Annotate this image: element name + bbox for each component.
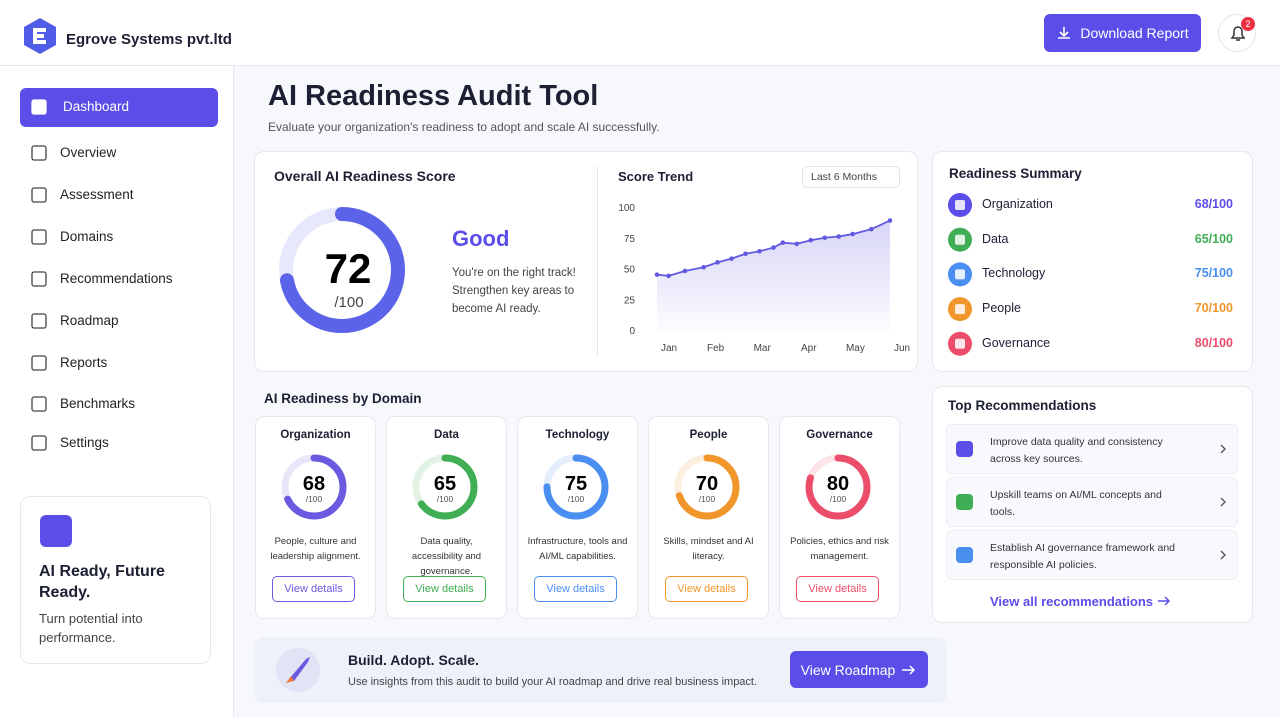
domain-button[interactable]: View details xyxy=(403,576,486,602)
promo-icon xyxy=(40,515,72,547)
page-subtitle: Evaluate your organization's readiness t… xyxy=(268,120,660,134)
rocket-icon xyxy=(276,648,320,692)
divider xyxy=(597,166,598,356)
bell-icon xyxy=(1230,26,1246,41)
nav-item[interactable]: Domains xyxy=(60,229,114,244)
promo-title: AI Ready, Future Ready. xyxy=(39,563,165,601)
summary-score: 65/100 xyxy=(1194,231,1233,246)
nav-item[interactable]: Overview xyxy=(60,145,117,160)
roadmap-button[interactable]: View Roadmap xyxy=(790,651,928,688)
rec-text: Establish AI governance framework and re… xyxy=(990,542,1176,571)
summary-name: Organization xyxy=(982,197,1053,211)
summary-title: Readiness Summary xyxy=(949,166,1082,181)
summary-score: 68/100 xyxy=(1194,197,1233,211)
summary-name: Governance xyxy=(982,335,1051,350)
domain-name: Governance xyxy=(806,429,873,441)
rec-text: Improve data quality and consistency acr… xyxy=(990,436,1163,465)
summary-score: 70/100 xyxy=(1194,301,1233,316)
logo xyxy=(24,18,56,54)
domain-name: Technology xyxy=(545,429,610,441)
summary-card xyxy=(932,151,1253,372)
trend-filter[interactable]: Last 6 Months xyxy=(802,166,900,188)
banner-text: Use insights from this audit to build yo… xyxy=(348,676,758,688)
summary-score: 80/100 xyxy=(1194,335,1233,350)
summary-name: Technology xyxy=(982,266,1046,281)
roadmap-label: View Roadmap xyxy=(800,661,896,678)
score-rating: Good xyxy=(452,226,510,251)
download-button[interactable]: Download Report xyxy=(1044,14,1201,52)
brand: Egrove Systems pvt.ltd xyxy=(66,31,232,48)
promo-text: Turn potential into performance. xyxy=(39,611,143,645)
banner-title: Build. Adopt. Scale. xyxy=(348,652,479,668)
domains-title: AI Readiness by Domain xyxy=(264,391,422,406)
nav-item[interactable]: Assessment xyxy=(60,187,134,202)
domain-name: People xyxy=(689,429,728,441)
nav-item[interactable]: Recommendations xyxy=(60,271,173,286)
domain-button[interactable]: View details xyxy=(534,576,617,602)
domain-name: Data xyxy=(434,429,459,441)
recs-link-text: View all recommendations xyxy=(990,594,1154,609)
nav-item[interactable]: Settings xyxy=(60,435,109,450)
download-label: Download Report xyxy=(1080,25,1189,41)
notification-button[interactable]: 2 xyxy=(1218,14,1256,52)
recs-title: Top Recommendations xyxy=(948,398,1097,413)
summary-score: 75/100 xyxy=(1194,266,1233,281)
recs-link[interactable]: View all recommendations xyxy=(990,594,1171,609)
nav-item[interactable]: Reports xyxy=(60,355,108,370)
domain-name: Organization xyxy=(280,429,351,441)
nav-item[interactable]: Dashboard xyxy=(63,99,130,114)
domain-text: People, culture and leadership alignment… xyxy=(270,536,361,562)
arrow-icon xyxy=(902,664,916,675)
rec-text: Upskill teams on AI/ML concepts and tool… xyxy=(990,489,1162,518)
domain-text: Infrastructure, tools and AI/ML capabili… xyxy=(527,536,628,562)
domain-button[interactable]: View details xyxy=(796,576,879,602)
domain-button[interactable]: View details xyxy=(665,576,748,602)
rec-item[interactable] xyxy=(946,424,1238,474)
nav-item[interactable]: Roadmap xyxy=(60,313,119,328)
download-icon xyxy=(1058,27,1071,39)
nav-item[interactable]: Benchmarks xyxy=(60,396,136,411)
summary-name: People xyxy=(982,301,1021,316)
notification-badge: 2 xyxy=(1241,17,1255,31)
domain-text: Policies, ethics and risk management. xyxy=(790,536,889,562)
trend-title: Score Trend xyxy=(618,169,694,184)
score-title: Overall AI Readiness Score xyxy=(274,168,456,184)
domain-text: Data quality, accessibility and governan… xyxy=(411,536,482,577)
score-text: You're on the right track! Strengthen ke… xyxy=(452,267,576,315)
arrow-icon xyxy=(1157,596,1170,606)
page-title: AI Readiness Audit Tool xyxy=(268,80,599,112)
rec-item[interactable] xyxy=(946,477,1238,527)
promo-card: AI Ready, Future Ready. Turn potential i… xyxy=(20,496,211,664)
active-nav-bg xyxy=(20,88,218,127)
summary-name: Data xyxy=(982,231,1009,246)
rec-item[interactable] xyxy=(946,530,1238,580)
domain-button[interactable]: View details xyxy=(272,576,355,602)
domain-text: Skills, mindset and AI literacy. xyxy=(663,536,754,562)
